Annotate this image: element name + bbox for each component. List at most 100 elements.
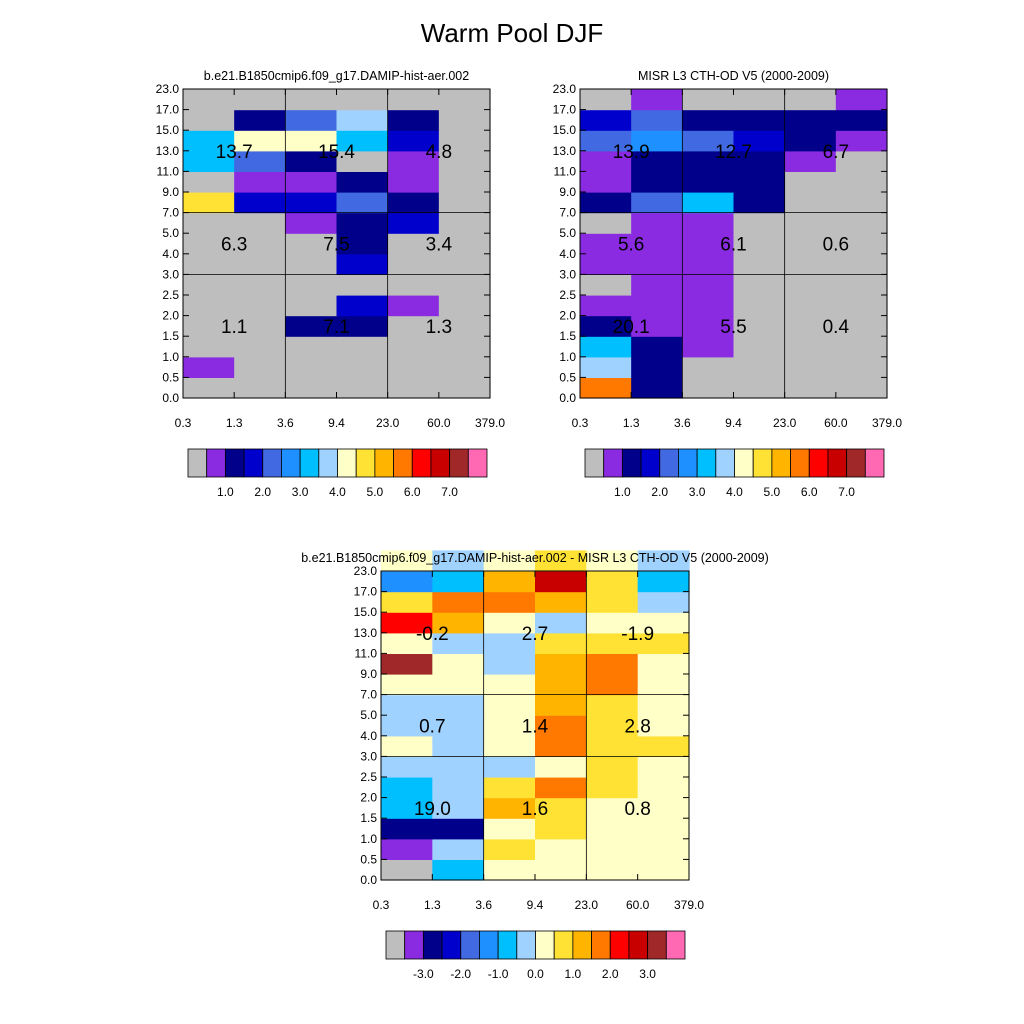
heatmap-cell	[631, 109, 683, 131]
heatmap-cell	[631, 315, 683, 337]
y-tick-label: 0.0	[162, 391, 179, 405]
heatmap-cell	[285, 233, 338, 255]
heatmap-cell	[381, 715, 433, 737]
heatmap-cell	[586, 550, 639, 572]
heatmap-cell	[285, 253, 338, 275]
cell-value-label: -0.2	[416, 624, 449, 645]
colorbar-swatch	[497, 930, 518, 960]
heatmap-cell	[381, 818, 433, 840]
heatmap-cell	[483, 715, 536, 737]
heatmap-cell	[438, 233, 491, 255]
colorbar-tick-label: 5.0	[764, 485, 781, 499]
colorbar-tick-label: 3.0	[639, 967, 656, 981]
heatmap-cell	[438, 295, 491, 317]
heatmap-cell	[631, 192, 683, 214]
y-tick-label: 4.0	[559, 247, 576, 261]
heatmap-cell	[432, 797, 485, 819]
y-tick-label: 0.0	[360, 873, 377, 887]
heatmap-cell	[234, 150, 286, 172]
heatmap-cell	[637, 838, 690, 860]
heatmap-cell	[586, 612, 639, 634]
heatmap-cell	[580, 253, 632, 275]
colorbar-swatch	[441, 930, 462, 960]
x-tick-label: 1.3	[226, 416, 243, 430]
heatmap-cell	[535, 612, 587, 634]
cell-value-label: 1.6	[522, 799, 548, 820]
heatmap-cell	[381, 674, 433, 696]
heatmap-cell	[586, 859, 639, 881]
cell-value-label: 2.7	[522, 624, 548, 645]
cell-value-label: 4.8	[426, 142, 452, 163]
y-tick-label: 11.0	[554, 164, 577, 178]
heatmap-cell	[336, 274, 389, 296]
heatmap-cell	[535, 859, 587, 881]
heatmap-cell	[432, 818, 485, 840]
y-tick-label: 13.0	[354, 626, 378, 640]
heatmap-cell	[483, 550, 536, 572]
cell-value-label: 5.5	[720, 317, 746, 338]
colorbar-swatch	[553, 930, 574, 960]
heatmap-cell	[387, 356, 440, 378]
heatmap-cell	[432, 694, 485, 716]
colorbar-tick-label: 1.0	[614, 485, 631, 499]
heatmap-cell	[432, 632, 485, 654]
heatmap-cell	[682, 336, 735, 358]
colorbar-swatch	[318, 448, 338, 478]
heatmap-cell	[183, 89, 235, 111]
heatmap-cell	[336, 109, 389, 131]
heatmap-cell	[483, 838, 536, 860]
heatmap-cell	[483, 674, 536, 696]
heatmap-cell	[586, 591, 639, 613]
colorbar-swatch	[665, 930, 686, 960]
colorbar-tick-label: 4.0	[329, 485, 346, 499]
heatmap-cell	[682, 130, 735, 152]
colorbar-swatch	[299, 448, 320, 478]
heatmap-cell	[381, 735, 433, 757]
cell-value-label: 0.8	[624, 799, 650, 820]
x-tick-label: 23.0	[376, 416, 400, 430]
y-tick-label: 1.5	[162, 329, 179, 343]
heatmap-cell	[682, 377, 735, 399]
heatmap-cell	[682, 295, 735, 317]
y-tick-label: 2.5	[162, 288, 179, 302]
colorbar-swatch	[572, 930, 592, 960]
heatmap-cell	[183, 150, 235, 172]
heatmap-cell	[586, 838, 639, 860]
colorbar-swatch	[584, 448, 605, 478]
heatmap-cell	[637, 797, 690, 819]
x-tick-label: 1.3	[424, 898, 441, 912]
colorbar-tick-label: 0.0	[527, 967, 544, 981]
heatmap-cell	[183, 356, 235, 378]
colorbar-tick-label: -2.0	[450, 967, 471, 981]
x-tick-label: 9.4	[725, 416, 742, 430]
heatmap-cell	[733, 233, 786, 255]
cell-value-label: 1.3	[426, 317, 452, 338]
y-tick-label: 2.5	[559, 288, 576, 302]
heatmap-cell	[387, 315, 440, 337]
y-tick-label: 3.0	[360, 749, 377, 763]
heatmap-cell	[336, 377, 389, 399]
y-tick-label: 2.5	[360, 770, 377, 784]
heatmap-cell	[336, 295, 389, 317]
y-tick-label: 23.0	[553, 82, 577, 96]
heatmap-cell	[432, 859, 485, 881]
x-tick-label: 3.6	[277, 416, 294, 430]
heatmap-cell	[234, 253, 286, 275]
heatmap-cell	[381, 777, 433, 799]
x-tick-label: 9.4	[328, 416, 345, 430]
heatmap-cell	[183, 233, 235, 255]
heatmap-cell	[784, 295, 837, 317]
panel-obs: 0.0 0.5 1.0 1.5 2.0 2.5 3.0 4.0 5.0 7.0 9.0 11.0 13.…	[553, 69, 903, 499]
cell-value-label: -1.9	[621, 624, 654, 645]
heatmap-cell	[483, 756, 536, 778]
heatmap-cell	[432, 674, 485, 696]
y-tick-label: 0.0	[559, 391, 576, 405]
heatmap-cell	[733, 295, 786, 317]
heatmap-cell	[183, 274, 235, 296]
heatmap-cell	[285, 130, 338, 152]
heatmap-cell	[784, 171, 837, 193]
colorbar-swatch	[516, 930, 536, 960]
heatmap-cell	[432, 756, 485, 778]
heatmap-cell	[637, 777, 690, 799]
cell-value-label: 7.5	[323, 235, 349, 256]
